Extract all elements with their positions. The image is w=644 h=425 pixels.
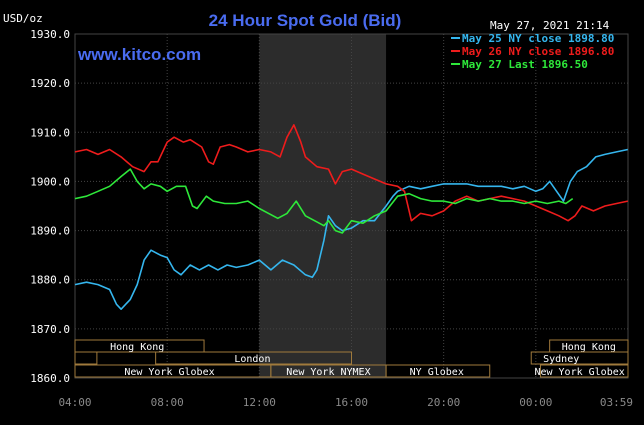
x-tick-label: 12:00	[335, 381, 368, 394]
y-tick-label: 1930.0	[30, 28, 70, 41]
sessions: Hong Kong Hong Kong London Sydney New York G…	[74, 339, 629, 378]
y-tick-label: 1920.0	[30, 77, 70, 90]
session-label: London	[234, 354, 270, 365]
x-tick-label: 08:00	[243, 381, 276, 394]
x-tick-label: 04:00	[151, 381, 184, 394]
y-tick-label: 1910.0	[30, 126, 70, 139]
x-tick-label: 03:59	[600, 396, 633, 409]
session-label: NY Globex	[410, 367, 464, 378]
y-axis-label: USD/oz	[3, 12, 43, 25]
x-tick-label: 00:00	[58, 381, 91, 394]
series-line	[74, 124, 628, 222]
session-label: Hong Kong	[562, 342, 616, 353]
session-box	[74, 339, 205, 353]
session-label: New York Globex	[124, 367, 214, 378]
shaded-session	[259, 34, 387, 378]
x-tick-label: 20:00	[519, 381, 552, 394]
grid	[74, 33, 629, 379]
y-tick-label: 1900.0	[30, 175, 70, 188]
watermark: www.kitco.com	[77, 45, 201, 64]
series-line	[74, 148, 628, 310]
chart-title: 24 Hour Spot Gold (Bid)	[209, 11, 402, 30]
legend-entry: May 26 NY close 1896.80	[462, 45, 614, 58]
x-tick-label: 08:00	[151, 396, 184, 409]
x-tick-label: 12:00	[243, 396, 276, 409]
legend-entry: May 25 NY close 1898.80	[462, 32, 614, 45]
x-tick-label: 00:00	[519, 396, 552, 409]
y-tick-label: 1890.0	[30, 225, 70, 238]
y-tick-label: 1880.0	[30, 274, 70, 287]
x-tick-label: 20:00	[427, 396, 460, 409]
session-box	[155, 351, 352, 365]
session-label: New York NYMEX	[286, 367, 370, 378]
session-label: Sydney	[543, 354, 579, 365]
y-tick-label: 1870.0	[30, 323, 70, 336]
session-label: New York Globex	[534, 367, 624, 378]
session-box	[74, 351, 98, 365]
session-box	[385, 364, 491, 378]
x-axis-label: NY Time	[10, 383, 52, 394]
y-axis: 1930.0 1920.0 1910.0 1900.0 1890.0 1880.0 1870…	[30, 28, 70, 385]
x-tick-label: 16:00	[335, 396, 368, 409]
plot-frame	[74, 33, 629, 379]
x-tick-label: 04:00	[58, 396, 91, 409]
series-line	[74, 168, 574, 234]
series-lines	[74, 124, 628, 310]
x-axis: NY Time 00:00 04:00 08:00 12:00 16:00 20:00 23:…	[10, 381, 633, 409]
legend-entry: May 27 Last 1896.50	[462, 58, 588, 71]
session-box	[530, 351, 629, 365]
session-label: Hong Kong	[110, 342, 164, 353]
session-box	[539, 364, 629, 378]
x-tick-label: 16:00	[427, 381, 460, 394]
chart-timestamp: May 27, 2021 21:14	[490, 19, 610, 32]
x-axis-label: GMT	[20, 398, 38, 409]
x-tick-label: 23:59	[600, 381, 633, 394]
y-tick-label: 1860.0	[30, 372, 70, 385]
